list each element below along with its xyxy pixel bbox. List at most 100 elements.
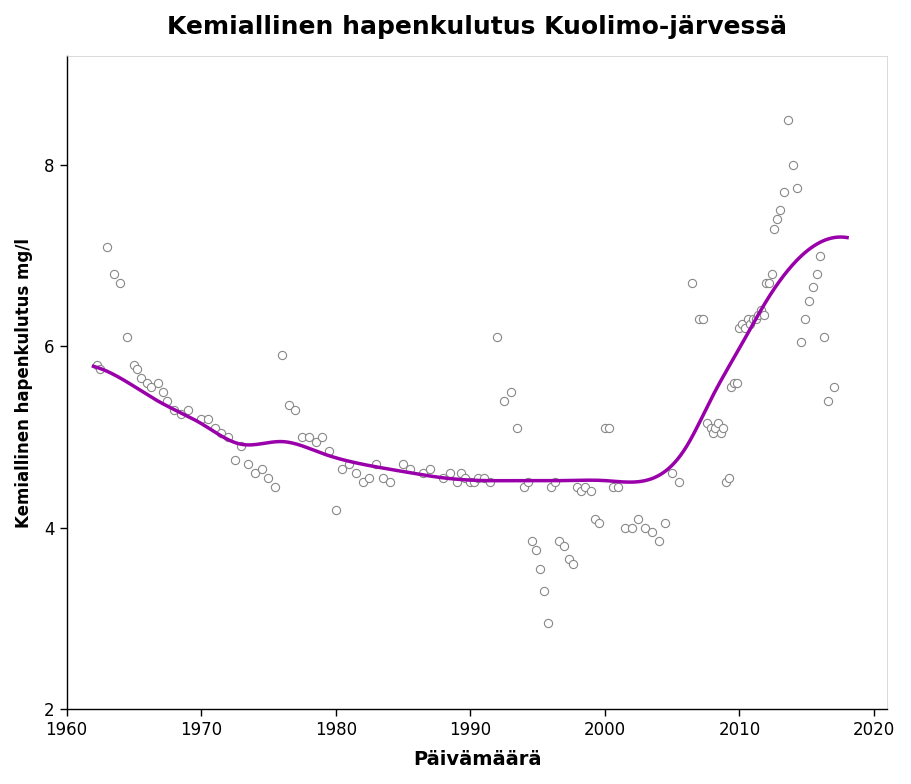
Point: [150, 376, 165, 389]
Point: [241, 458, 255, 470]
Point: [763, 267, 778, 280]
Point: [568, 481, 583, 493]
Point: [548, 476, 562, 488]
Point: [707, 422, 722, 434]
Point: [718, 476, 732, 488]
Point: [328, 503, 343, 516]
Point: [139, 376, 154, 389]
Point: [129, 363, 144, 376]
Point: [537, 585, 551, 597]
Y-axis label: Kemiallinen hapenkulutus mg/l: Kemiallinen hapenkulutus mg/l: [15, 238, 33, 528]
Point: [775, 186, 790, 198]
Point: [93, 363, 107, 376]
Point: [802, 295, 816, 307]
Point: [703, 422, 718, 434]
Point: [789, 181, 804, 194]
Point: [624, 521, 639, 534]
Point: [268, 481, 282, 493]
Point: [772, 204, 786, 216]
Point: [509, 422, 524, 434]
Point: [496, 394, 511, 407]
Point: [617, 521, 631, 534]
Point: [476, 472, 490, 485]
Point: [308, 435, 322, 448]
Point: [742, 318, 757, 330]
Point: [780, 114, 794, 126]
Point: [732, 322, 746, 335]
Point: [362, 472, 376, 485]
Point: [670, 476, 685, 488]
Title: Kemiallinen hapenkulutus Kuolimo-järvessä: Kemiallinen hapenkulutus Kuolimo-järvess…: [167, 15, 786, 39]
Point: [761, 277, 775, 289]
Point: [435, 472, 450, 485]
Point: [597, 422, 611, 434]
Point: [167, 404, 181, 416]
Point: [745, 313, 760, 325]
Point: [766, 222, 781, 234]
Point: [734, 318, 749, 330]
Point: [816, 331, 831, 343]
Point: [758, 277, 773, 289]
Point: [281, 399, 295, 412]
Point: [483, 476, 497, 488]
Point: [577, 481, 591, 493]
Point: [214, 426, 229, 439]
Point: [650, 535, 665, 547]
Point: [525, 535, 539, 547]
Point: [517, 481, 531, 493]
Point: [605, 481, 619, 493]
Point: [342, 458, 356, 470]
Point: [207, 422, 221, 434]
Point: [820, 394, 834, 407]
Point: [644, 526, 659, 539]
Point: [684, 277, 699, 289]
Point: [573, 485, 588, 498]
Point: [334, 463, 349, 475]
Point: [805, 281, 820, 294]
Point: [729, 376, 743, 389]
Point: [812, 249, 826, 262]
Point: [755, 308, 770, 321]
Point: [528, 544, 543, 557]
Point: [520, 476, 535, 488]
Point: [704, 426, 719, 439]
Point: [234, 440, 249, 452]
Point: [551, 535, 566, 547]
Point: [402, 463, 416, 475]
Point: [453, 467, 467, 480]
Point: [443, 467, 457, 480]
Point: [630, 513, 645, 525]
Point: [797, 313, 812, 325]
Point: [726, 376, 741, 389]
Point: [99, 241, 114, 253]
Point: [721, 472, 735, 485]
Point: [463, 476, 477, 488]
Point: [610, 481, 625, 493]
Point: [737, 322, 752, 335]
Point: [194, 412, 209, 425]
Point: [637, 521, 651, 534]
Point: [133, 372, 148, 384]
Point: [565, 557, 579, 570]
Point: [825, 381, 840, 394]
Point: [314, 430, 329, 443]
Point: [658, 517, 672, 529]
Point: [422, 463, 436, 475]
Point: [471, 472, 486, 485]
Point: [769, 213, 783, 226]
Point: [248, 467, 262, 480]
Point: [200, 412, 215, 425]
Point: [503, 386, 517, 398]
Point: [173, 408, 188, 421]
Point: [274, 349, 289, 361]
Point: [664, 467, 679, 480]
Point: [288, 404, 302, 416]
Point: [699, 417, 713, 430]
Point: [466, 476, 481, 488]
Point: [557, 539, 571, 552]
Point: [712, 426, 727, 439]
Point: [113, 277, 128, 289]
Point: [355, 476, 370, 488]
Point: [747, 313, 762, 325]
Point: [368, 458, 383, 470]
